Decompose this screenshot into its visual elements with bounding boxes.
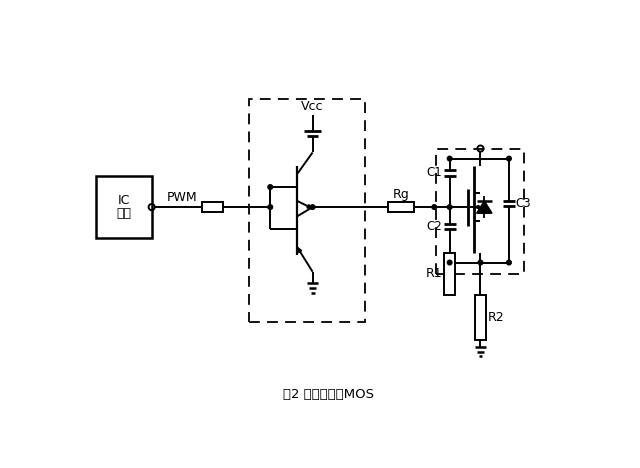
Circle shape [447, 260, 452, 265]
Polygon shape [297, 247, 301, 253]
Text: C3: C3 [515, 197, 531, 210]
Bar [202, 203, 223, 212]
Circle shape [268, 205, 273, 209]
Circle shape [507, 156, 511, 161]
Text: 图2 图腾柱驱动MOS: 图2 图腾柱驱动MOS [282, 388, 374, 402]
Bar [250, 98, 365, 322]
Bar [388, 202, 414, 212]
Bar [444, 253, 455, 295]
Text: IC: IC [118, 194, 130, 207]
Text: R1: R1 [426, 267, 443, 280]
Text: Vcc: Vcc [301, 100, 324, 113]
Bar [96, 176, 152, 238]
Circle shape [507, 260, 511, 265]
Circle shape [310, 205, 315, 209]
Text: C2: C2 [426, 220, 442, 233]
Bar [436, 148, 524, 274]
Polygon shape [307, 205, 312, 209]
Circle shape [447, 156, 452, 161]
Circle shape [432, 205, 436, 209]
Polygon shape [477, 201, 492, 213]
Bar [475, 295, 486, 339]
Circle shape [268, 185, 273, 190]
Text: Rg: Rg [393, 188, 410, 201]
Text: PWM: PWM [166, 190, 197, 204]
Circle shape [447, 205, 452, 209]
Text: R2: R2 [488, 311, 504, 324]
Text: 电源: 电源 [116, 207, 131, 220]
Circle shape [478, 260, 483, 265]
Polygon shape [474, 205, 479, 209]
Text: C1: C1 [426, 166, 442, 179]
